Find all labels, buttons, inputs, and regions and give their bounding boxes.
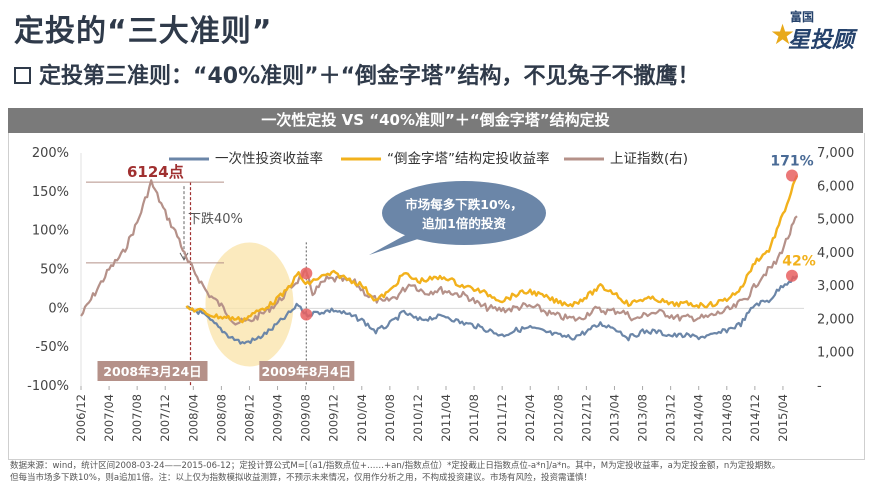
- x-tick-label: 2007/12: [158, 394, 172, 442]
- chart-area: -100% -50% 0% 50% 100% 150% 200% - 1,000 2,000 3,0…: [8, 133, 865, 460]
- x-tick-label: 2009/08: [299, 394, 313, 442]
- x-tick-label: 2013/08: [636, 394, 650, 442]
- x-tick-label: 2010/12: [411, 394, 425, 442]
- y-left-tick-label: 0%: [48, 301, 69, 316]
- footnote-line-1: 数据来源：wind，统计区间2008-03-24——2015-06-12；定投计…: [10, 461, 781, 471]
- series-line-0: [185, 275, 798, 345]
- series-line-2: [80, 179, 798, 326]
- x-tick-label: 2009/12: [327, 394, 341, 442]
- x-tick-label: 2006/12: [74, 394, 88, 442]
- y-right-tick-label: 3,000: [817, 279, 854, 294]
- x-tick-label: 2007/08: [130, 394, 144, 442]
- x-tick-label: 2015/04: [776, 394, 790, 442]
- x-tick-label: 2013/04: [607, 394, 621, 442]
- x-tick-label: 2010/04: [355, 394, 369, 442]
- x-tick-label: 2012/12: [579, 394, 593, 442]
- y-left-tick-label: 200%: [32, 146, 69, 161]
- y-left-tick-label: 150%: [32, 185, 69, 200]
- chart-svg: -100% -50% 0% 50% 100% 150% 200% - 1,000 2,000 3,0…: [27, 146, 854, 442]
- highlight-dot-0: [300, 267, 313, 280]
- highlight-dot-1: [300, 308, 313, 321]
- bubble-text-line1: 市场每多下跌10%，: [405, 197, 522, 212]
- end-label-gold: 171%: [770, 154, 813, 170]
- y-right-tick-label: 2,000: [817, 312, 854, 327]
- highlight-dot-2: [785, 169, 798, 182]
- x-tick-label: 2014/04: [692, 394, 706, 442]
- highlight-dot-3: [785, 269, 798, 282]
- y-left-tick-label: 50%: [40, 263, 69, 278]
- x-tick-label: 2012/08: [551, 394, 565, 442]
- x-tick-label: 2010/08: [383, 394, 397, 442]
- brand-logo: ★ 富国 星投顾: [770, 8, 862, 53]
- logo-main-text: 星投顾: [788, 28, 855, 53]
- y-left-tick-label: -100%: [27, 379, 69, 394]
- star-icon: ★: [770, 18, 796, 51]
- legend-label-0: 一次性投资收益率: [215, 150, 323, 167]
- series-line-1: [185, 175, 799, 324]
- page-subtitle: 定投第三准则：“40%准则”＋“倒金字塔”结构，不见兔子不撒鹰！: [14, 58, 700, 90]
- date1-label-box: [97, 361, 208, 381]
- x-tick-label: 2011/08: [467, 394, 481, 442]
- x-tick-label: 2011/12: [495, 394, 509, 442]
- x-tick-label: 2008/08: [214, 394, 228, 442]
- date2-label-box: [259, 361, 355, 381]
- y-right-tick-label: 4,000: [817, 246, 854, 261]
- y-left-tick-label: 100%: [32, 224, 69, 239]
- x-tick-label: 2008/12: [242, 394, 256, 442]
- y-right-tick-label: 7,000: [817, 146, 854, 161]
- square-bullet-icon: [14, 66, 31, 84]
- y-left-tick-label: -50%: [35, 340, 69, 355]
- date1-label: 2008年3月24日: [103, 364, 201, 379]
- drop-label: 下跌40%: [188, 211, 243, 227]
- x-tick-label: 2011/04: [439, 394, 453, 442]
- y-right-tick-label: 5,000: [817, 213, 854, 228]
- y-right-tick-label: -: [817, 379, 822, 394]
- x-tick-label: 2007/04: [102, 394, 116, 442]
- bubble-tail: [369, 233, 424, 255]
- x-tick-label: 2009/04: [271, 394, 285, 442]
- footnote: 数据来源：wind，统计区间2008-03-24——2015-06-12；定投计…: [10, 460, 860, 484]
- bubble-shape: [382, 181, 546, 245]
- y-right-tick-label: 6,000: [817, 179, 854, 194]
- x-tick-label: 2013/12: [664, 394, 678, 442]
- date2-label: 2009年8月4日: [261, 364, 351, 379]
- bubble-text-line2: 追加1倍的投资: [422, 216, 506, 231]
- x-tick-label: 2012/04: [523, 394, 537, 442]
- chart-banner: 一次性定投 VS “40%准则”＋“倒金字塔”结构定投: [8, 108, 863, 133]
- logo-top-text: 富国: [790, 10, 815, 24]
- legend-label-1: “倒金字塔”结构定投收益率: [387, 150, 550, 167]
- end-label-blue: 42%: [782, 254, 816, 270]
- x-tick-label: 2014/12: [748, 394, 762, 442]
- x-tick-label: 2008/04: [186, 394, 200, 442]
- x-tick-label: 2014/08: [720, 394, 734, 442]
- subtitle-text: 定投第三准则：“40%准则”＋“倒金字塔”结构，不见兔子不撒鹰！: [39, 64, 700, 89]
- legend-label-2: 上证指数(右): [610, 151, 688, 167]
- footnote-line-2: 但每当市场多下跌10%，则a追加1倍。注：以上仅为指数模拟收益测算，不预示未来情…: [10, 473, 593, 483]
- y-right-tick-label: 1,000: [817, 346, 854, 361]
- page-title: 定投的“三大准则”: [14, 14, 273, 49]
- peak-label: 6124点: [127, 163, 184, 181]
